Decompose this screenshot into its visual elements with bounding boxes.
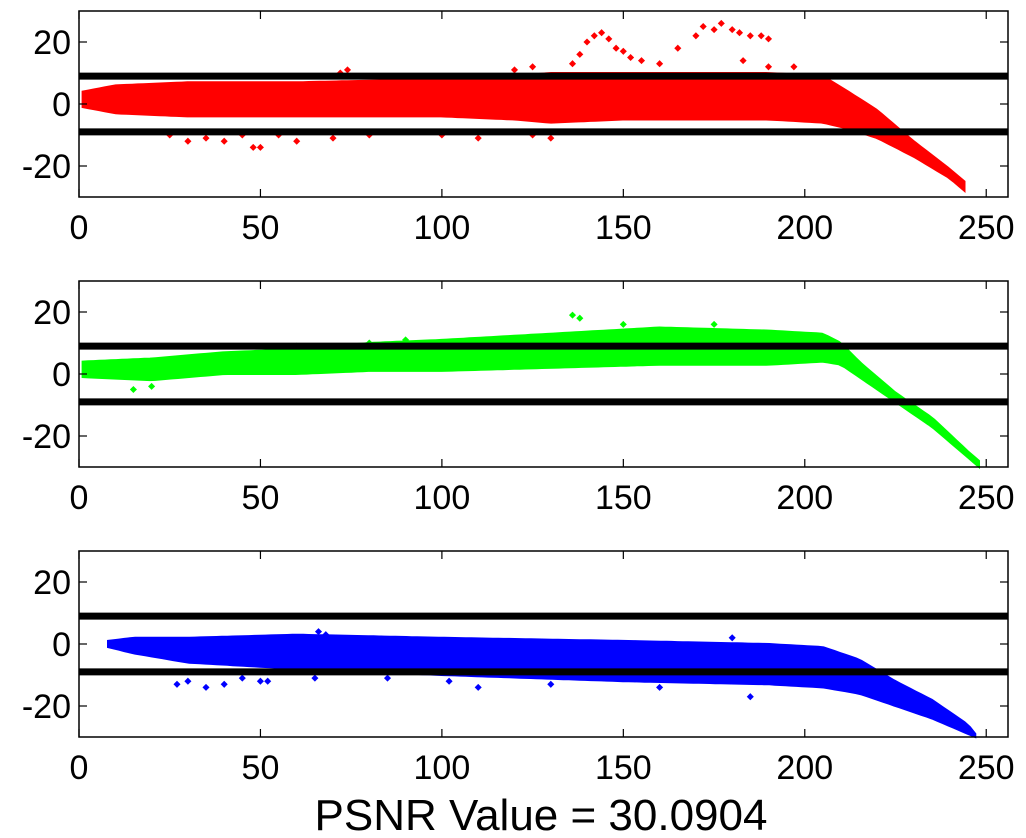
x-tick-label: 200 [776, 209, 833, 247]
blue-scatter-point [184, 677, 192, 685]
red-scatter-point [637, 57, 646, 65]
red-scatter-point [249, 143, 257, 151]
x-tick-label: 100 [414, 479, 471, 517]
y-tick-label: -20 [22, 418, 71, 456]
x-tick-label: 150 [595, 749, 652, 787]
red-scatter-band [81, 72, 966, 193]
red-scatter-point [202, 134, 210, 142]
x-tick-label: 200 [776, 479, 833, 517]
red-scatter-point [619, 47, 627, 55]
x-tick-label: 250 [958, 749, 1015, 787]
red-scatter-point [739, 57, 747, 65]
x-tick-label: 200 [776, 749, 833, 787]
red-scatter-point [220, 137, 228, 145]
x-tick-label: 250 [958, 479, 1015, 517]
red-scatter-point [568, 60, 577, 68]
y-tick-label: -20 [22, 148, 71, 186]
blue-scatter-point [256, 677, 264, 685]
red-scatter-point [510, 66, 519, 74]
blue-scatter-point [656, 683, 664, 691]
red-scatter-point [547, 134, 555, 142]
red-scatter-point [184, 137, 192, 145]
y-tick-label: 0 [52, 626, 71, 664]
blue-scatter-point [202, 683, 210, 691]
y-tick-label: 20 [33, 24, 71, 62]
red-scatter-point [474, 134, 482, 142]
x-tick-label: 100 [414, 209, 471, 247]
blue-scatter-point [173, 680, 181, 688]
green-scatter-point [568, 311, 577, 319]
green-scatter-point [619, 320, 627, 328]
blue-scatter-point [445, 677, 453, 685]
x-tick-label: 250 [958, 209, 1015, 247]
green-scatter-point [148, 382, 156, 390]
x-tick-label: 50 [242, 209, 280, 247]
red-scatter-point [627, 53, 635, 62]
green-scatter-point [710, 320, 718, 328]
blue-scatter-point [322, 631, 330, 639]
blue-scatter-point [547, 680, 555, 688]
x-tick-label: 0 [70, 209, 89, 247]
red-scatter-point [656, 60, 664, 68]
blue-scatter-point [383, 674, 392, 682]
red-scatter-point [612, 44, 620, 52]
blue-scatter-point [220, 680, 228, 688]
blue-scatter-point [311, 674, 319, 682]
red-scatter-point [746, 32, 754, 40]
red-scatter-point [293, 137, 301, 145]
red-scatter-point [764, 63, 773, 71]
blue-scatter-point [746, 693, 754, 701]
y-tick-label: 0 [52, 86, 71, 124]
green-scatter-point [129, 385, 137, 394]
y-tick-label: 0 [52, 356, 71, 394]
red-scatter-point [699, 22, 707, 31]
red-scatter-point [757, 32, 765, 40]
y-tick-label: 20 [33, 294, 71, 332]
x-tick-label: 0 [70, 749, 89, 787]
red-scatter-point [605, 35, 613, 43]
blue-scatter-point [728, 634, 736, 642]
green-scatter-point [576, 314, 584, 322]
red-scatter-point [692, 32, 700, 40]
red-scatter-point [329, 134, 337, 142]
green-scatter-point [402, 336, 410, 344]
blue-scatter-point [314, 628, 323, 636]
y-tick-label: -20 [22, 688, 71, 726]
red-scatter-point [256, 143, 264, 151]
blue-scatter-point [264, 677, 272, 685]
red-scatter-point [710, 26, 718, 34]
x-tick-label: 0 [70, 479, 89, 517]
red-scatter-point [576, 50, 584, 58]
red-scatter-point [598, 29, 606, 37]
red-scatter-point [674, 44, 682, 52]
x-tick-label: 50 [242, 749, 280, 787]
blue-scatter-point [238, 674, 246, 682]
red-scatter-point [717, 19, 725, 27]
x-tick-label: 150 [595, 479, 652, 517]
red-scatter-point [590, 32, 598, 40]
x-tick-label: 50 [242, 479, 280, 517]
red-scatter-point [790, 63, 798, 71]
blue-scatter-band [107, 633, 977, 739]
red-scatter-point [764, 35, 773, 43]
red-scatter-point [583, 38, 591, 46]
y-tick-label: 20 [33, 564, 71, 602]
blue-scatter-point [474, 683, 482, 691]
red-scatter-point [728, 26, 736, 34]
x-tick-label: 100 [414, 749, 471, 787]
x-tick-label: 150 [595, 209, 652, 247]
red-scatter-point [343, 66, 352, 74]
red-scatter-point [529, 63, 537, 71]
red-scatter-point [735, 29, 744, 37]
figure-title: PSNR Value = 30.0904 [315, 791, 768, 838]
